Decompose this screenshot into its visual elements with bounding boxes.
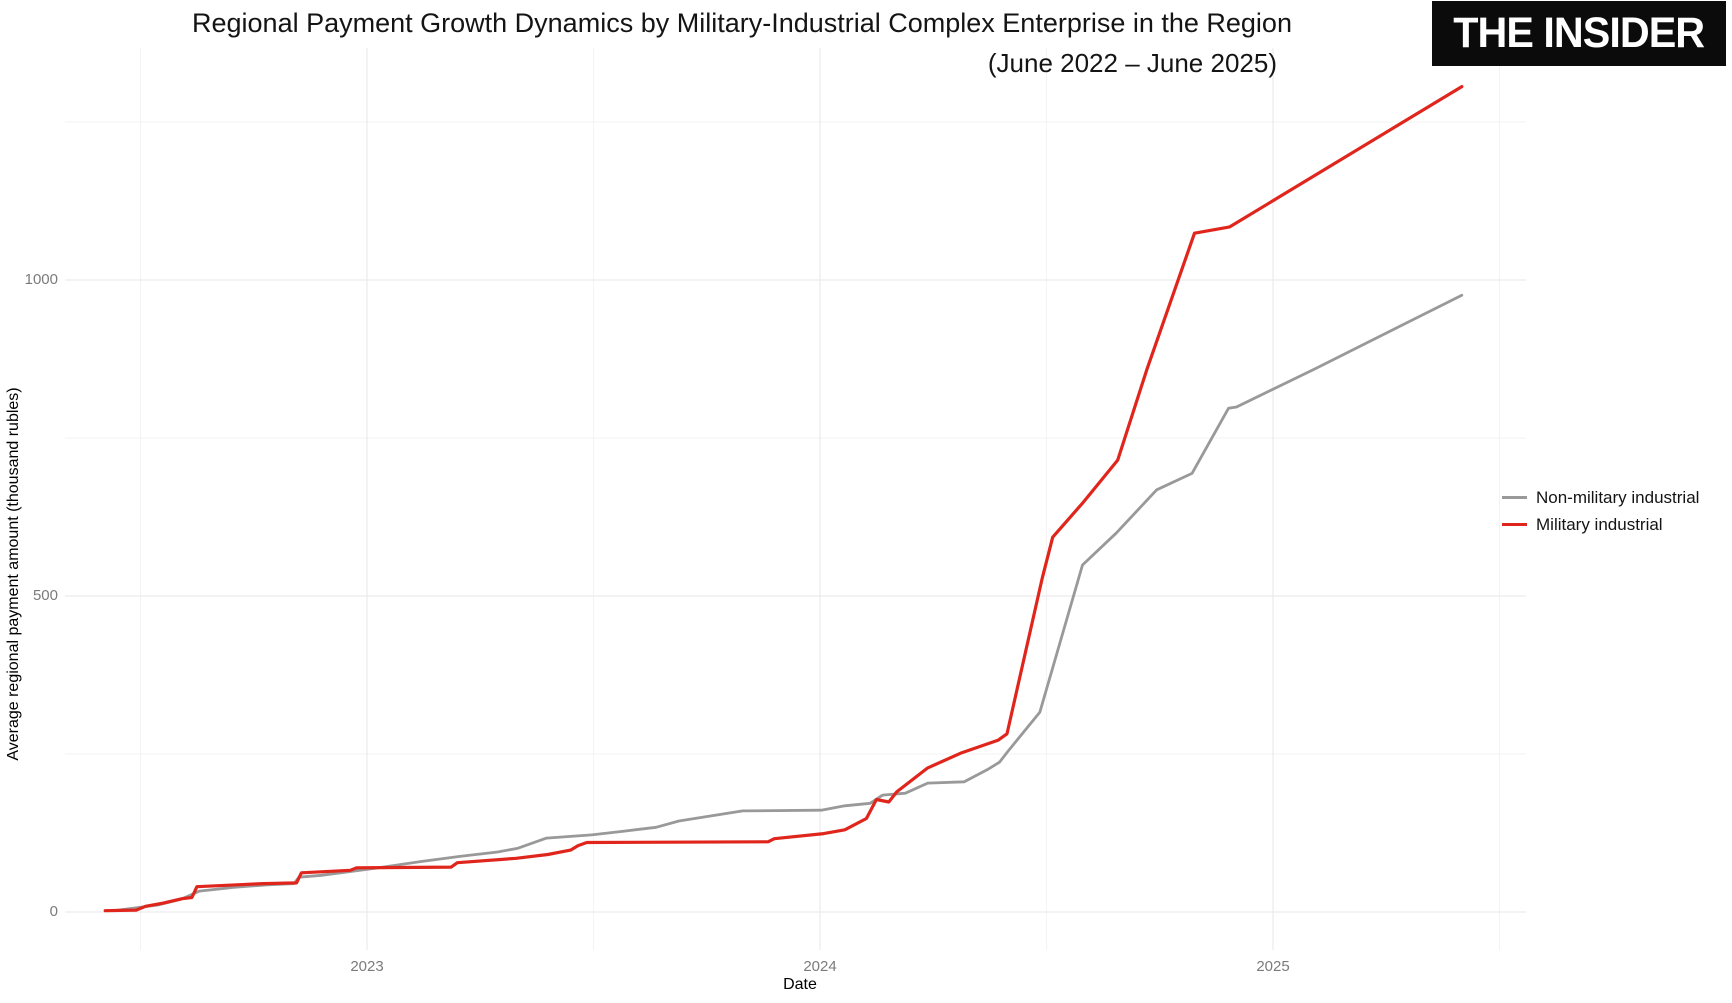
- x-tick-label-2023: 2023: [350, 958, 384, 975]
- legend-item-military-industrial: Military industrial: [1502, 511, 1699, 538]
- legend-swatch: [1502, 523, 1527, 526]
- legend: Non-military industrial Military industri…: [1502, 484, 1699, 538]
- legend-label: Military industrial: [1536, 514, 1663, 534]
- chart-title: Regional Payment Growth Dynamics by Mili…: [192, 8, 1292, 38]
- series-line-non-military-industrial: [112, 293, 1464, 913]
- y-tick-label-1000: 1000: [24, 271, 58, 288]
- series-line-military-industrial: [103, 84, 1464, 913]
- the-insider-logo-text: THE INSIDER: [1453, 9, 1706, 57]
- legend-swatch: [1502, 496, 1527, 499]
- legend-label: Non-military industrial: [1536, 487, 1700, 507]
- legend-item-non-military-industrial: Non-military industrial: [1502, 484, 1699, 511]
- x-tick-label-2024: 2024: [803, 958, 837, 975]
- x-tick-label-2025: 2025: [1256, 958, 1290, 975]
- y-tick-label-0: 0: [49, 903, 58, 920]
- y-tick-label-500: 500: [32, 587, 58, 604]
- chart-subtitle: (June 2022 – June 2025): [987, 48, 1277, 78]
- the-insider-logo: THE INSIDER: [1432, 1, 1726, 66]
- y-axis-title: Average regional payment amount (thousan…: [5, 387, 22, 761]
- x-axis-title: Date: [783, 976, 817, 993]
